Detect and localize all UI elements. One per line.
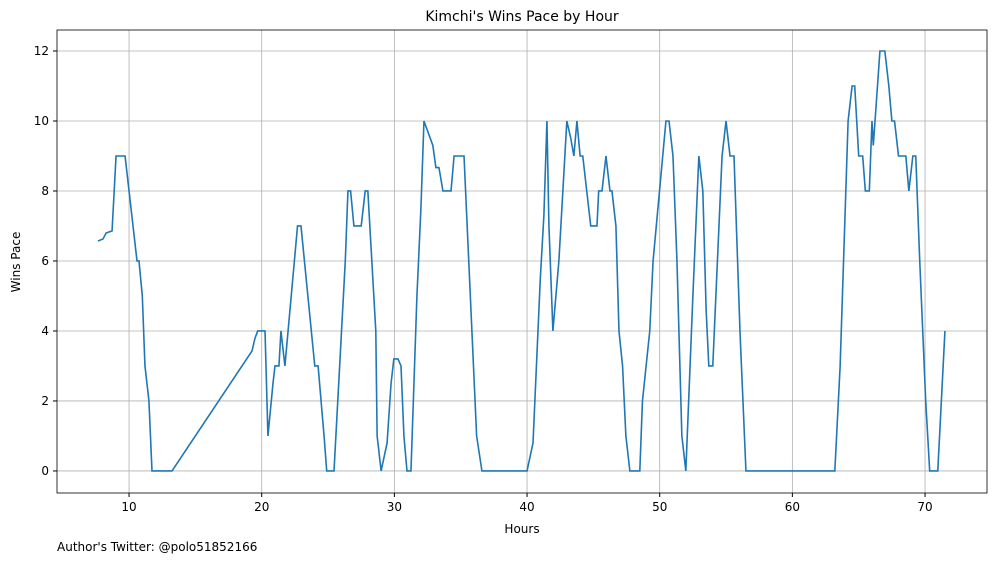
y-tick-label: 10: [34, 114, 49, 128]
x-tick-label: 60: [785, 500, 800, 514]
y-axis-label: Wins Pace: [9, 232, 23, 293]
y-tick-label: 0: [41, 464, 49, 478]
y-tick-label: 4: [41, 324, 49, 338]
x-axis-label: Hours: [504, 522, 539, 536]
y-tick-label: 2: [41, 394, 49, 408]
y-tick-label: 12: [34, 44, 49, 58]
line-series: [97, 50, 946, 472]
x-tick-label: 10: [121, 500, 136, 514]
plot-frame: [56, 29, 988, 494]
y-tick-label: 8: [41, 184, 49, 198]
x-tick-label: 70: [917, 500, 932, 514]
chart-title: Kimchi's Wins Pace by Hour: [425, 9, 619, 25]
annotation: Author's Twitter: @polo51852166: [57, 540, 257, 554]
x-tick-label: 40: [519, 500, 534, 514]
x-tick-label: 50: [652, 500, 667, 514]
x-tick-label: 20: [254, 500, 269, 514]
y-tick-label: 6: [41, 254, 49, 268]
x-tick-label: 30: [387, 500, 402, 514]
